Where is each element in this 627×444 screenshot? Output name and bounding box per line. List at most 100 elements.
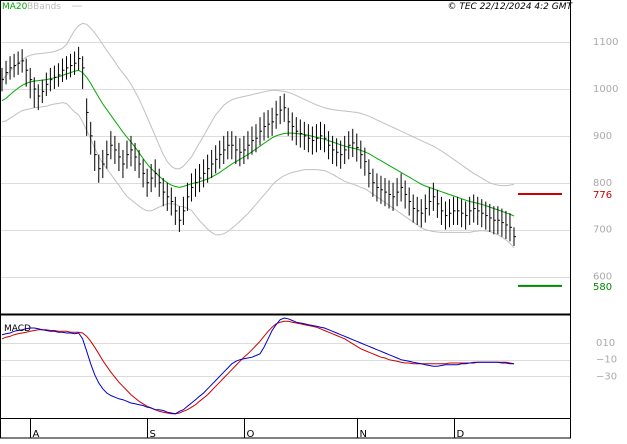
price-bar xyxy=(74,51,77,75)
price-bar xyxy=(227,131,230,160)
price-bar xyxy=(440,196,444,225)
price-bar xyxy=(150,164,154,193)
price-bar xyxy=(384,178,387,207)
price-tick-label: 1000 xyxy=(593,84,618,95)
price-bar xyxy=(364,147,367,176)
price-bar xyxy=(219,140,222,169)
price-bar xyxy=(49,67,53,92)
price-bar xyxy=(336,138,339,167)
price-bar xyxy=(170,187,174,216)
price-bar xyxy=(251,126,254,155)
price-bar xyxy=(215,145,218,174)
price-bar xyxy=(388,180,392,209)
price-bar xyxy=(134,142,138,172)
macd-line xyxy=(1,317,514,415)
price-bar xyxy=(41,79,45,104)
price-bar xyxy=(420,199,424,228)
gridlines xyxy=(1,42,570,377)
price-bar xyxy=(360,140,363,169)
price-bar xyxy=(315,124,319,153)
price-bar xyxy=(57,63,61,87)
price-bar xyxy=(453,196,456,225)
price-bar xyxy=(98,154,101,183)
price-bar xyxy=(17,51,21,75)
price-bar xyxy=(404,180,408,209)
price-bar xyxy=(400,173,404,202)
price-bar xyxy=(154,159,158,188)
price-bar xyxy=(299,119,303,148)
price-bar xyxy=(485,201,488,230)
price-bar xyxy=(190,173,194,202)
price-bar xyxy=(279,96,283,125)
bollinger-lower-line xyxy=(1,102,515,249)
price-bar xyxy=(25,58,29,87)
price-bar xyxy=(416,196,420,225)
price-bar xyxy=(501,208,504,237)
price-bar xyxy=(380,175,383,204)
price-bar xyxy=(303,121,307,150)
legend-bbands: BBands xyxy=(27,2,61,12)
price-bar xyxy=(146,168,150,197)
support-label: 580 xyxy=(593,282,612,293)
price-bar xyxy=(211,149,214,179)
price-bar xyxy=(352,128,355,157)
price-bar xyxy=(295,117,299,146)
price-bar xyxy=(61,58,65,82)
macd-title: MACD xyxy=(4,324,31,334)
price-bar xyxy=(263,112,267,141)
x-tick-label: A xyxy=(33,429,40,440)
price-bar xyxy=(235,135,238,164)
price-bar xyxy=(239,138,242,167)
price-bar xyxy=(332,135,335,164)
price-bar xyxy=(118,142,121,172)
chart-frame xyxy=(0,0,571,439)
price-bar xyxy=(324,124,327,153)
outer-frame xyxy=(0,0,571,439)
price-bar xyxy=(319,121,323,150)
price-bar xyxy=(207,154,210,183)
macd-tick-label: −30 xyxy=(596,371,617,382)
price-bar xyxy=(21,49,25,73)
price-bar xyxy=(328,131,331,160)
price-bar xyxy=(247,131,250,160)
price-bar xyxy=(448,199,452,228)
price-bar xyxy=(344,135,347,164)
price-bar xyxy=(90,121,93,155)
x-tick-label: N xyxy=(360,429,367,440)
price-bar xyxy=(432,182,436,211)
price-bar xyxy=(372,168,375,197)
price-bar xyxy=(489,203,492,232)
price-bar xyxy=(469,196,472,225)
x-tick-label: S xyxy=(150,429,156,440)
price-bar xyxy=(195,168,198,197)
price-bar xyxy=(13,53,17,78)
price-bar xyxy=(408,187,412,216)
price-bar xyxy=(283,93,287,122)
price-levels: 776 580 xyxy=(518,190,612,293)
price-bar xyxy=(110,131,113,160)
ma20-path xyxy=(1,69,515,217)
price-bar xyxy=(436,189,440,218)
price-bar xyxy=(376,173,379,202)
price-bar xyxy=(392,182,396,211)
price-bar xyxy=(126,140,129,169)
price-bar xyxy=(166,182,170,211)
price-bar xyxy=(223,135,226,164)
price-bar xyxy=(481,199,484,228)
price-bar xyxy=(138,149,142,179)
price-bar xyxy=(70,53,73,78)
legend-ma20: MA20 xyxy=(2,2,28,12)
price-bar xyxy=(428,187,432,216)
price-bar xyxy=(102,149,105,179)
price-bar xyxy=(311,126,315,155)
price-bar xyxy=(396,178,400,207)
price-bar xyxy=(509,213,512,242)
price-bar xyxy=(29,67,33,99)
macd-panel xyxy=(1,317,515,415)
price-bar xyxy=(368,159,371,188)
price-bar xyxy=(243,135,246,164)
price-bar xyxy=(106,140,109,169)
price-bar xyxy=(493,206,496,235)
